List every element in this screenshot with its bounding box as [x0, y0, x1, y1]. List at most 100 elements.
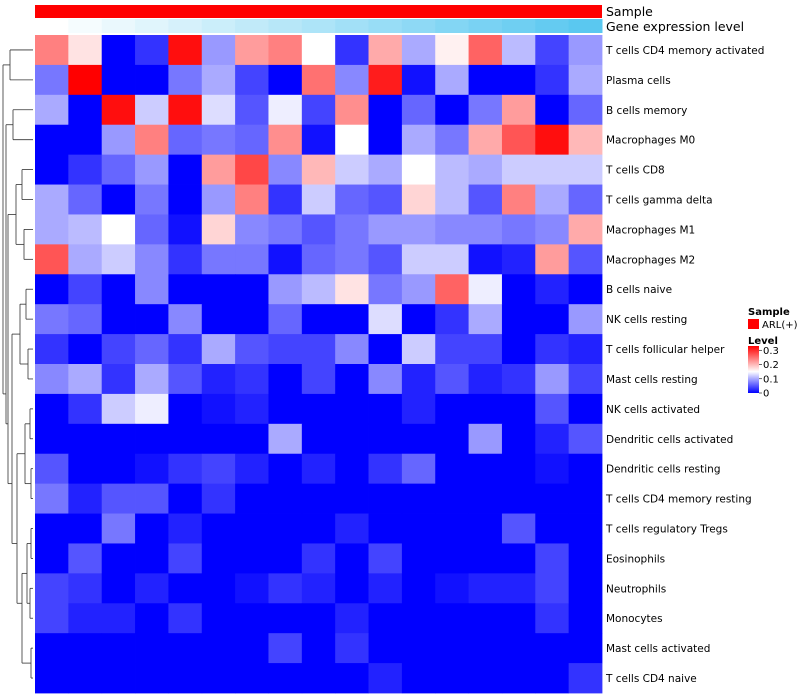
heatmap-cell — [368, 603, 403, 634]
heatmap-cell — [35, 274, 69, 305]
heatmap-cell — [101, 274, 136, 305]
expression-annotation-label: Gene expression level — [606, 19, 744, 34]
heatmap-cell — [568, 64, 603, 96]
heatmap-cell — [468, 94, 503, 126]
heatmap-cell — [35, 94, 69, 126]
heatmap-cell — [168, 214, 203, 245]
heatmap-cell — [101, 304, 136, 335]
heatmap-cell — [368, 64, 403, 96]
expression-annotation-cell — [235, 19, 269, 33]
heatmap-cell — [235, 453, 269, 485]
heatmap-cell — [368, 393, 403, 425]
heatmap-cell — [468, 543, 503, 574]
row-label: NK cells activated — [606, 404, 700, 416]
heatmap-cell — [301, 304, 336, 335]
heatmap-cell — [235, 94, 269, 126]
heatmap-cell — [435, 663, 469, 694]
heatmap-cell — [101, 124, 136, 156]
heatmap-cell — [301, 35, 336, 66]
row-label: Dendritic cells activated — [606, 434, 733, 446]
heatmap-cell — [401, 184, 436, 215]
heatmap-cell — [135, 663, 169, 694]
heatmap-cell — [235, 573, 269, 604]
heatmap-cell — [301, 154, 336, 185]
heatmap-cell — [268, 663, 303, 694]
heatmap-cell — [468, 573, 503, 604]
heatmap-cell — [168, 513, 203, 544]
heatmap-cell — [235, 364, 269, 395]
heatmap-cell — [535, 663, 570, 694]
heatmap-cell — [568, 154, 603, 185]
heatmap-cell — [201, 393, 236, 425]
heatmap-cell — [501, 124, 536, 156]
heatmap-cell — [301, 603, 336, 634]
heatmap-cell — [501, 663, 536, 694]
expression-annotation-cell — [268, 19, 303, 33]
heatmap-cell — [268, 543, 303, 574]
heatmap-cell — [135, 184, 169, 215]
heatmap-cell — [435, 244, 469, 275]
heatmap-cell — [335, 513, 369, 544]
heatmap-cell — [68, 154, 103, 185]
heatmap-cell — [35, 334, 69, 365]
legend-sample-title: Sample — [748, 307, 790, 318]
heatmap-cell — [501, 453, 536, 485]
heatmap-cell — [435, 35, 469, 66]
heatmap-cell — [401, 64, 436, 96]
heatmap-cell — [101, 184, 136, 215]
legend-sample-entry: ARL(+) — [762, 320, 798, 331]
heatmap-cell — [268, 184, 303, 215]
heatmap-cell — [501, 364, 536, 395]
heatmap-cell — [368, 543, 403, 574]
heatmap-cell — [201, 513, 236, 544]
heatmap-cell — [301, 334, 336, 365]
row-dendrogram — [2, 49, 33, 679]
heatmap-cell — [401, 304, 436, 335]
heatmap-cell — [235, 633, 269, 664]
heatmap-cell — [68, 304, 103, 335]
heatmap-cell — [135, 453, 169, 485]
heatmap-cell — [501, 304, 536, 335]
heatmap-cell — [35, 483, 69, 514]
heatmap-cell — [468, 64, 503, 96]
heatmap-cell — [535, 364, 570, 395]
heatmap-cell — [435, 364, 469, 395]
heatmap-cell — [235, 393, 269, 425]
heatmap-cell — [135, 483, 169, 514]
heatmap-cell — [368, 244, 403, 275]
heatmap-cell — [335, 304, 369, 335]
heatmap-cell — [68, 513, 103, 544]
heatmap-cell — [68, 94, 103, 126]
heatmap-cell — [401, 124, 436, 156]
heatmap-cell — [201, 633, 236, 664]
heatmap-cell — [435, 603, 469, 634]
row-label: Mast cells activated — [606, 643, 710, 655]
expression-annotation-cell — [368, 19, 403, 33]
heatmap-cell — [335, 334, 369, 365]
heatmap-cell — [535, 453, 570, 485]
heatmap-cell — [535, 603, 570, 634]
heatmap-cell — [101, 663, 136, 694]
heatmap-cell — [168, 304, 203, 335]
heatmap-cell — [35, 423, 69, 455]
heatmap-cell — [201, 364, 236, 395]
legend-sample-swatch — [748, 319, 759, 329]
heatmap-cell — [68, 603, 103, 634]
heatmap-cell — [135, 244, 169, 275]
heatmap-cell — [401, 633, 436, 664]
heatmap-cell — [268, 274, 303, 305]
heatmap-cell — [368, 663, 403, 694]
heatmap-cell — [435, 304, 469, 335]
heatmap-cell — [301, 663, 336, 694]
heatmap-cell — [268, 154, 303, 185]
heatmap-cell — [535, 64, 570, 96]
heatmap-cell — [35, 603, 69, 634]
heatmap-cell — [235, 423, 269, 455]
heatmap-cell — [535, 334, 570, 365]
heatmap-cell — [401, 214, 436, 245]
expression-annotation-cell — [168, 19, 203, 33]
heatmap-cell — [501, 543, 536, 574]
row-label: T cells gamma delta — [605, 195, 713, 207]
heatmap-cell — [435, 453, 469, 485]
